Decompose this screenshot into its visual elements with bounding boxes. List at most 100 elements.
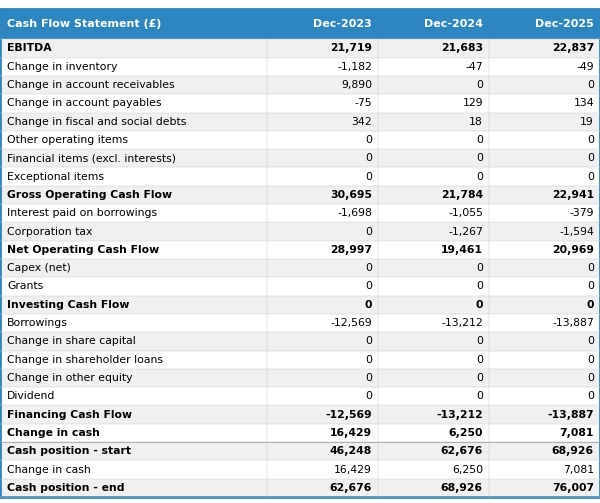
Bar: [0, 186, 600, 204]
Text: -379: -379: [569, 208, 594, 218]
Text: 22,941: 22,941: [552, 190, 594, 200]
Bar: [0, 240, 600, 259]
Bar: [0, 9, 600, 39]
Text: 21,683: 21,683: [441, 43, 483, 53]
Text: 20,969: 20,969: [552, 245, 594, 255]
Text: 0: 0: [365, 300, 372, 310]
Text: 0: 0: [365, 391, 372, 401]
Bar: [0, 39, 600, 58]
Bar: [0, 405, 600, 424]
Text: -13,212: -13,212: [441, 318, 483, 328]
Text: 0: 0: [476, 153, 483, 163]
Bar: [0, 314, 600, 332]
Text: 0: 0: [365, 355, 372, 365]
Text: 0: 0: [476, 80, 483, 90]
Bar: [0, 387, 600, 405]
Text: Dec-2023: Dec-2023: [313, 19, 372, 29]
Bar: [0, 369, 600, 387]
Text: -13,887: -13,887: [547, 409, 594, 420]
Text: -49: -49: [577, 62, 594, 72]
Text: Change in inventory: Change in inventory: [7, 62, 118, 72]
Text: 28,997: 28,997: [330, 245, 372, 255]
Text: 16,429: 16,429: [334, 464, 372, 474]
Bar: [0, 204, 600, 222]
Text: Cash Flow Statement (£): Cash Flow Statement (£): [7, 19, 161, 29]
Bar: [0, 296, 600, 314]
Text: 134: 134: [574, 99, 594, 108]
Text: Grants: Grants: [7, 282, 43, 291]
Text: 0: 0: [476, 337, 483, 347]
Text: -47: -47: [466, 62, 483, 72]
Text: Capex (net): Capex (net): [7, 263, 71, 273]
Text: Borrowings: Borrowings: [7, 318, 68, 328]
Text: Corporation tax: Corporation tax: [7, 226, 92, 236]
Text: 0: 0: [365, 373, 372, 383]
Bar: [0, 277, 600, 296]
Text: 21,784: 21,784: [441, 190, 483, 200]
Bar: [0, 167, 600, 186]
Text: Cash position - start: Cash position - start: [7, 446, 131, 456]
Text: -75: -75: [355, 99, 372, 108]
Text: Change in share capital: Change in share capital: [7, 337, 136, 347]
Bar: [0, 259, 600, 277]
Text: 16,429: 16,429: [330, 428, 372, 438]
Text: 6,250: 6,250: [452, 464, 483, 474]
Text: 0: 0: [476, 391, 483, 401]
Text: 0: 0: [587, 172, 594, 182]
Text: 0: 0: [587, 391, 594, 401]
Text: -12,569: -12,569: [325, 409, 372, 420]
Text: Dividend: Dividend: [7, 391, 56, 401]
Text: 0: 0: [365, 172, 372, 182]
Text: Change in cash: Change in cash: [7, 464, 91, 474]
Text: 129: 129: [463, 99, 483, 108]
Bar: [0, 442, 600, 460]
Text: 19: 19: [580, 117, 594, 127]
Text: 6,250: 6,250: [448, 428, 483, 438]
Bar: [0, 76, 600, 94]
Text: Financial items (excl. interests): Financial items (excl. interests): [7, 153, 176, 163]
Text: 22,837: 22,837: [552, 43, 594, 53]
Text: Change in fiscal and social debts: Change in fiscal and social debts: [7, 117, 187, 127]
Bar: [0, 149, 600, 167]
Bar: [0, 131, 600, 149]
Text: Change in other equity: Change in other equity: [7, 373, 133, 383]
Text: 68,926: 68,926: [552, 446, 594, 456]
Text: Investing Cash Flow: Investing Cash Flow: [7, 300, 130, 310]
Text: -1,182: -1,182: [337, 62, 372, 72]
Text: Change in cash: Change in cash: [7, 428, 100, 438]
Text: 0: 0: [476, 263, 483, 273]
Text: 9,890: 9,890: [341, 80, 372, 90]
Text: -1,594: -1,594: [559, 226, 594, 236]
Text: 62,676: 62,676: [329, 483, 372, 493]
Text: Net Operating Cash Flow: Net Operating Cash Flow: [7, 245, 160, 255]
Text: 342: 342: [352, 117, 372, 127]
Text: Gross Operating Cash Flow: Gross Operating Cash Flow: [7, 190, 172, 200]
Bar: [0, 424, 600, 442]
Text: Change in account receivables: Change in account receivables: [7, 80, 175, 90]
Text: 30,695: 30,695: [330, 190, 372, 200]
Text: 62,676: 62,676: [440, 446, 483, 456]
Text: -12,569: -12,569: [330, 318, 372, 328]
Text: 0: 0: [365, 135, 372, 145]
Text: Financing Cash Flow: Financing Cash Flow: [7, 409, 132, 420]
Text: 0: 0: [587, 263, 594, 273]
Text: 7,081: 7,081: [563, 464, 594, 474]
Text: 0: 0: [587, 80, 594, 90]
Text: 0: 0: [365, 226, 372, 236]
Text: 19,461: 19,461: [441, 245, 483, 255]
Text: 0: 0: [475, 300, 483, 310]
Bar: [0, 351, 600, 369]
Text: 0: 0: [365, 337, 372, 347]
Text: -1,698: -1,698: [337, 208, 372, 218]
Text: 0: 0: [587, 153, 594, 163]
Bar: [0, 58, 600, 76]
Text: 0: 0: [587, 300, 594, 310]
Text: 18: 18: [469, 117, 483, 127]
Text: Exceptional items: Exceptional items: [7, 172, 104, 182]
Text: Other operating items: Other operating items: [7, 135, 128, 145]
Text: 0: 0: [365, 263, 372, 273]
Bar: [0, 479, 600, 497]
Text: 0: 0: [587, 337, 594, 347]
Text: 0: 0: [587, 373, 594, 383]
Text: 0: 0: [476, 355, 483, 365]
